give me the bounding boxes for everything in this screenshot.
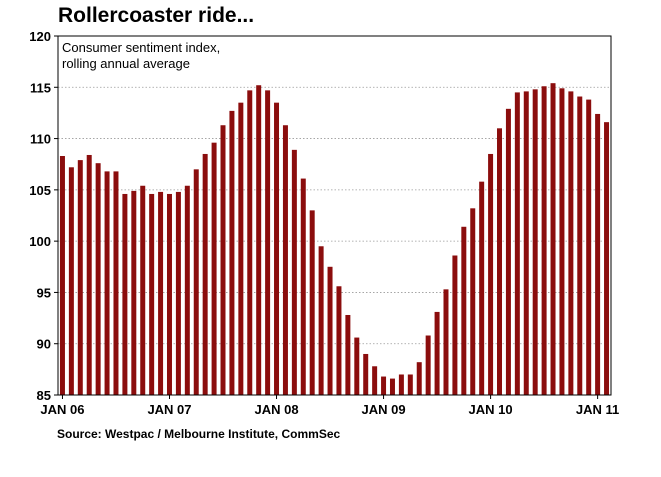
- bar: [505, 108, 511, 395]
- bar: [220, 125, 226, 396]
- x-tick-label: JAN 10: [469, 402, 513, 417]
- y-tick-label: 105: [29, 183, 51, 198]
- bar: [363, 353, 369, 395]
- x-tick-label: JAN 08: [254, 402, 298, 417]
- bar: [541, 86, 547, 395]
- y-axis-ticks: 85 90 95 100 105 110 115 120: [29, 29, 58, 403]
- bar: [568, 91, 574, 395]
- bar: [586, 99, 592, 395]
- y-tick-label: 110: [30, 132, 51, 147]
- bar: [336, 286, 342, 395]
- y-tick-label: 95: [37, 285, 51, 300]
- x-tick-label: JAN 06: [40, 402, 84, 417]
- x-tick-label: JAN 07: [147, 402, 191, 417]
- bar: [131, 190, 137, 395]
- bar: [184, 185, 190, 395]
- y-tick-label: 90: [37, 337, 51, 352]
- bar: [282, 125, 288, 396]
- bar: [345, 314, 351, 395]
- bar: [193, 169, 199, 395]
- source-note: Source: Westpac / Melbourne Institute, C…: [57, 427, 341, 441]
- bar: [398, 374, 404, 395]
- bar: [104, 171, 110, 395]
- bar: [122, 193, 128, 395]
- bar: [497, 128, 502, 395]
- bar: [461, 226, 467, 395]
- bar: [274, 102, 280, 396]
- bar: [291, 149, 297, 395]
- x-tick-label: JAN 11: [576, 402, 619, 417]
- bar: [354, 337, 360, 395]
- bar: [247, 90, 253, 396]
- bar: [389, 378, 395, 395]
- bar: [158, 191, 164, 395]
- bar: [452, 255, 458, 395]
- y-tick-label: 100: [29, 234, 51, 249]
- bar: [372, 366, 378, 395]
- bar: [604, 122, 610, 395]
- bar: [559, 88, 565, 395]
- bar: [68, 167, 74, 395]
- bar: [113, 171, 119, 395]
- bar: [229, 110, 235, 395]
- bar: [407, 374, 413, 395]
- bar: [211, 142, 217, 395]
- y-tick-label: 115: [30, 80, 51, 95]
- bar: [309, 210, 315, 395]
- x-tick-label: JAN 09: [362, 402, 406, 417]
- chart-annotation-line-2: rolling annual average: [62, 56, 190, 71]
- bar: [488, 153, 494, 395]
- bar: [416, 362, 422, 395]
- bar: [514, 92, 520, 395]
- bar: [577, 96, 583, 396]
- bar: [256, 85, 262, 395]
- bar: [300, 178, 306, 395]
- bar: [595, 113, 601, 395]
- bar: [140, 185, 146, 395]
- bar: [265, 90, 271, 396]
- bar: [434, 311, 440, 395]
- bar: [77, 160, 83, 395]
- bar: [166, 193, 172, 395]
- chart-title: Rollercoaster ride...: [58, 4, 255, 27]
- bar: [532, 89, 538, 395]
- y-tick-label: 120: [29, 29, 51, 44]
- chart-area: 85 90 95 100 105 110 115 120 JAN 06 JAN 07 JAN 08…: [29, 29, 619, 417]
- bar: [86, 154, 92, 395]
- bar: [95, 163, 101, 395]
- bar: [523, 91, 529, 395]
- bar: [238, 102, 244, 396]
- bar: [479, 181, 485, 395]
- bar: [425, 335, 431, 395]
- bar: [443, 289, 449, 395]
- bar: [550, 83, 556, 396]
- bar: [470, 208, 476, 395]
- bar: [175, 191, 181, 395]
- bars: [59, 83, 610, 396]
- x-axis-ticks: JAN 06 JAN 07 JAN 08 JAN 09 JAN 10 JAN 11: [40, 395, 619, 417]
- bar: [202, 153, 208, 395]
- bar: [149, 193, 155, 395]
- y-tick-label: 85: [37, 388, 51, 403]
- bar: [318, 246, 324, 395]
- bar: [59, 156, 65, 395]
- plot-frame: [57, 35, 612, 396]
- bar: [327, 266, 333, 395]
- bar: [381, 376, 387, 395]
- chart-annotation-line-1: Consumer sentiment index,: [62, 40, 220, 55]
